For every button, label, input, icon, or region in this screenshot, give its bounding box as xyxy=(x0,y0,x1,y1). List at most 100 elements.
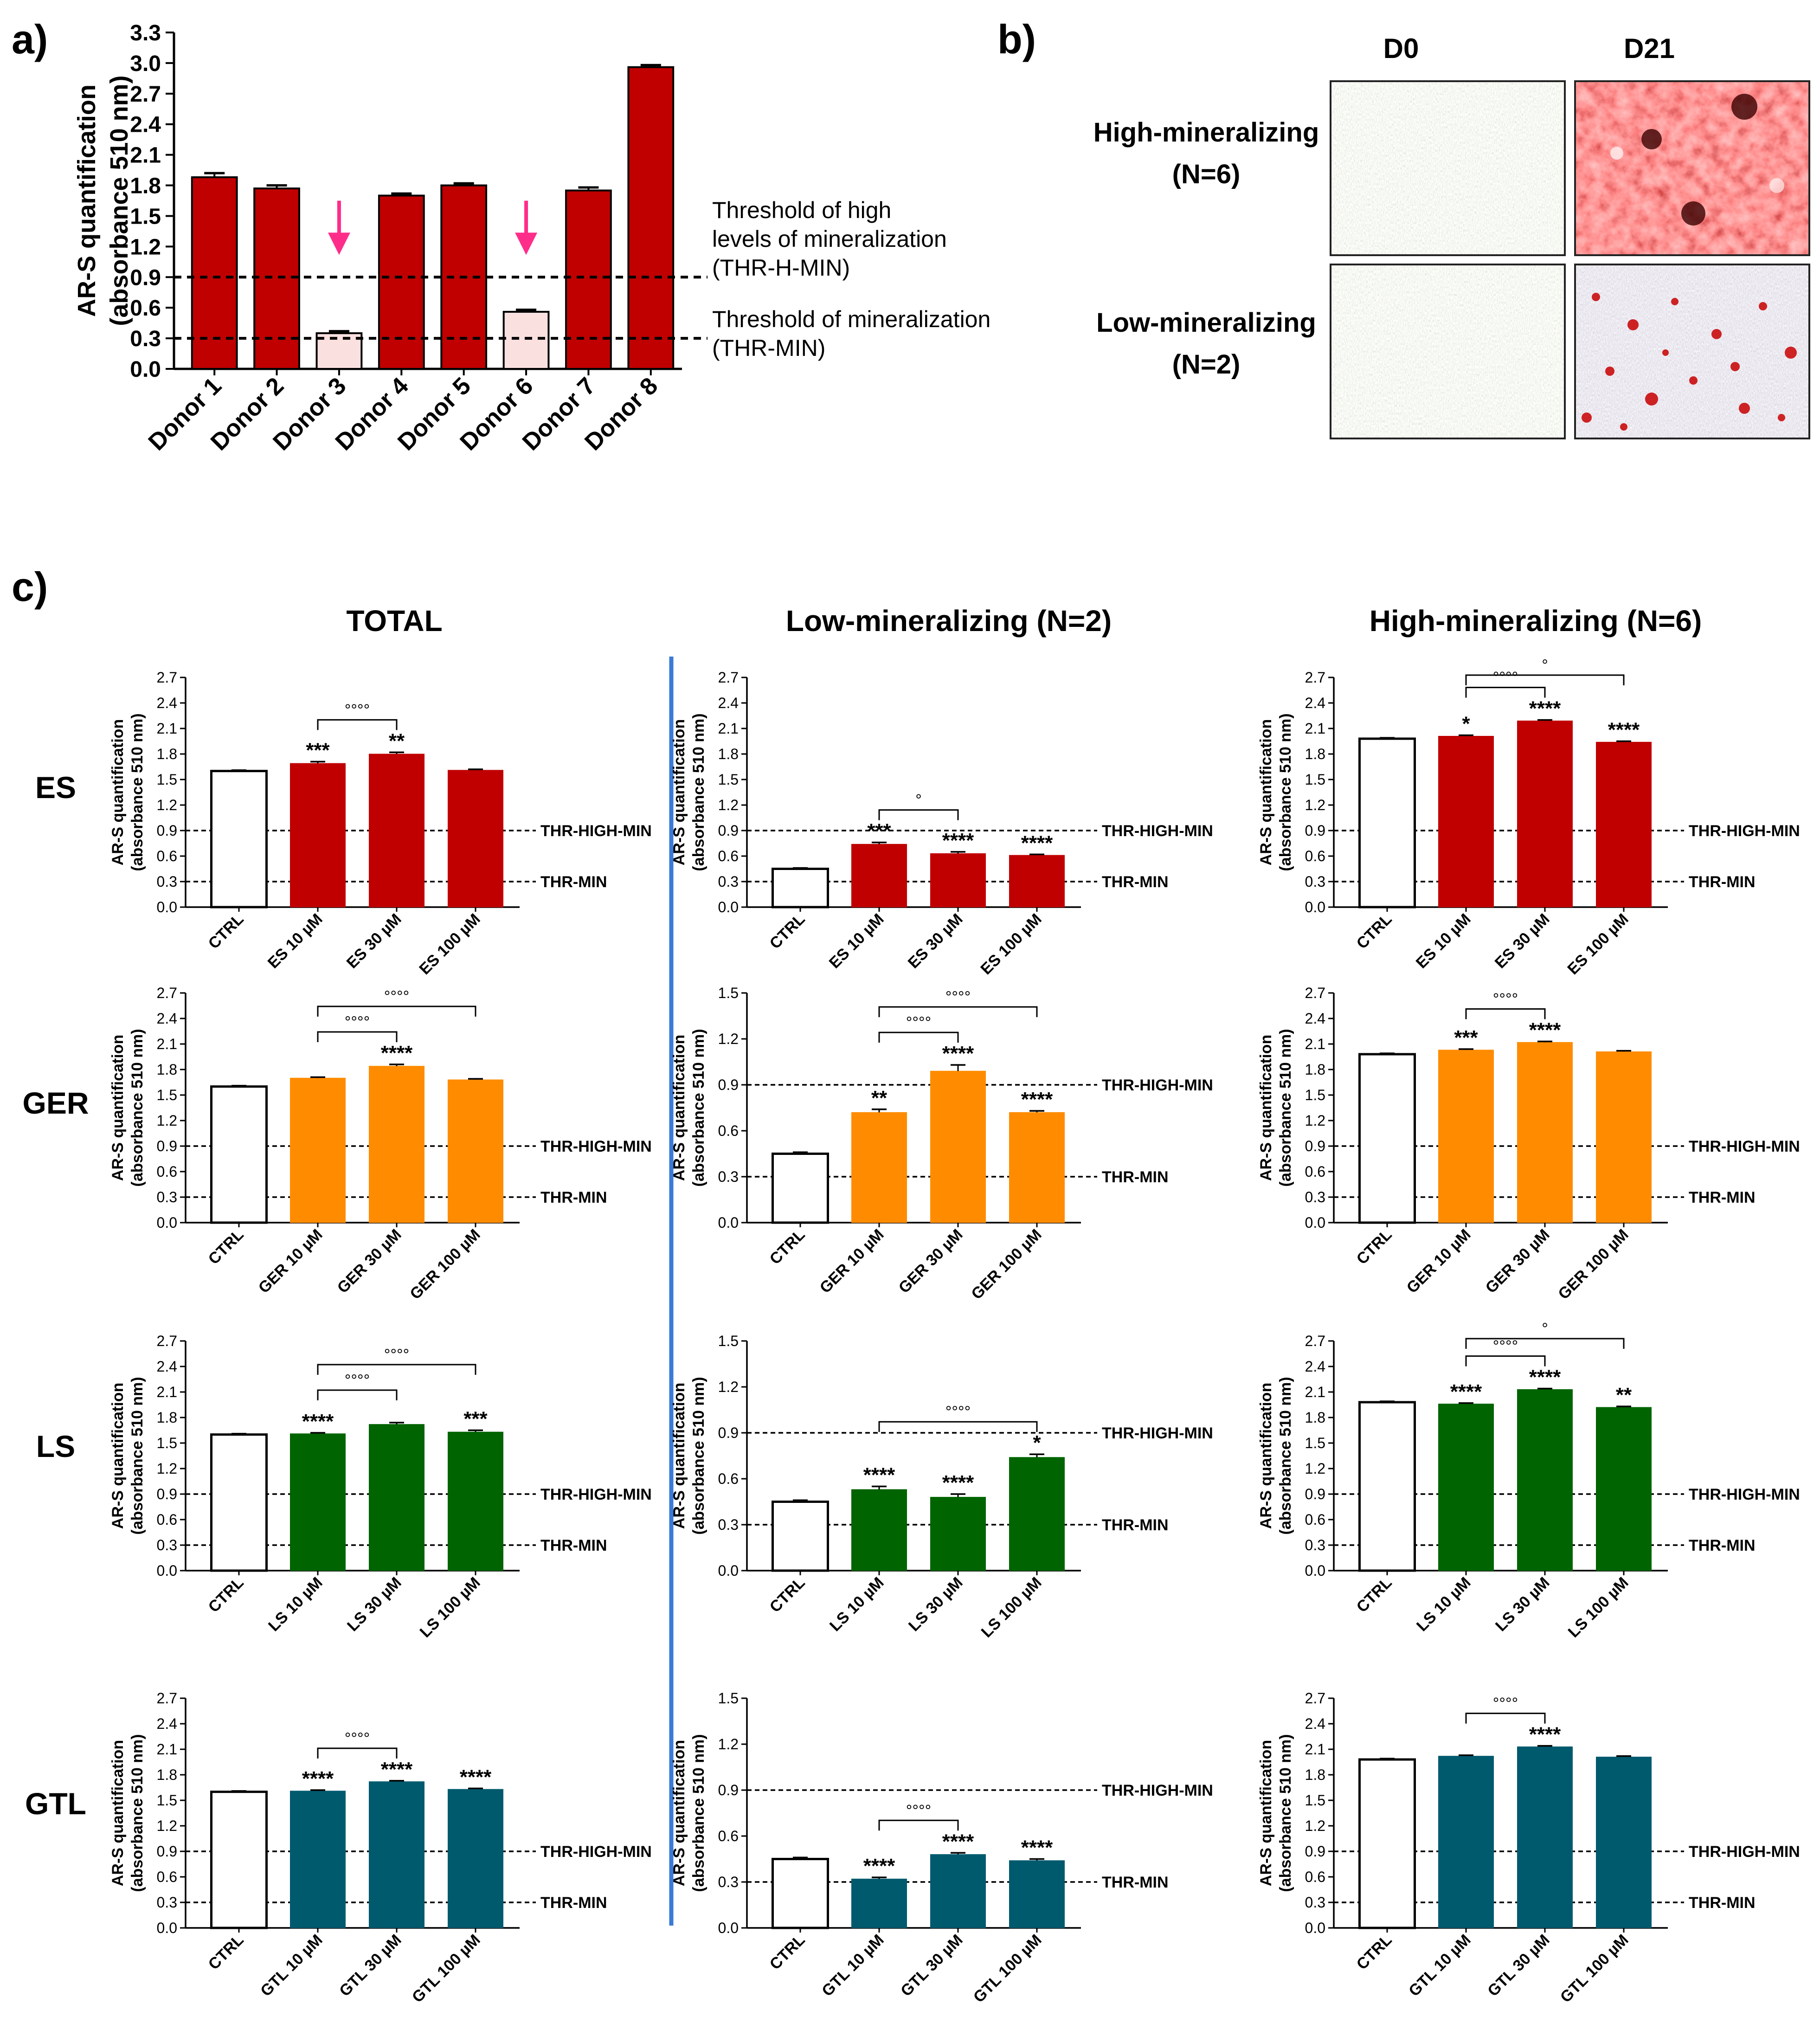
x-tick-label: CTRL xyxy=(766,1226,809,1268)
significance-bracket xyxy=(317,1031,398,1042)
significance-bracket xyxy=(878,1031,959,1043)
y-tick-label: 2.1 xyxy=(130,143,161,168)
x-tick-label-group: CTRL xyxy=(205,1931,247,1973)
bar xyxy=(1596,1407,1652,1571)
y-tick-label: 2.1 xyxy=(157,1741,177,1758)
x-tick-label: CTRL xyxy=(1353,1931,1396,1973)
y-tick-label: 0.0 xyxy=(1305,899,1325,915)
y-axis-title: AR-S quantification (absorbance 510 nm) xyxy=(1257,1029,1294,1186)
significance-stars: ** xyxy=(389,729,405,752)
y-tick-label: 1.5 xyxy=(157,1087,177,1103)
threshold-high-label: THR-HIGH-MIN xyxy=(1689,1843,1800,1861)
significance-label: °°°° xyxy=(345,1013,370,1031)
x-tick-label-group: GER 10 µM xyxy=(817,1226,887,1297)
significance-bracket xyxy=(1465,1338,1625,1349)
y-tick-label: 0.6 xyxy=(1305,848,1325,864)
y-tick-label: 1.8 xyxy=(1305,1061,1325,1078)
x-tick-label-group: ES 100 µM xyxy=(977,910,1045,978)
significance-bracket xyxy=(317,1364,476,1375)
y-tick-label: 0.6 xyxy=(157,848,177,864)
threshold-high-label: THR-HIGH-MIN xyxy=(1102,1424,1213,1442)
panel-a-chart: 0.0 0.3 0.6 0.9 1.2 1.5 1.8 2.1 2.4 2.7 3.0 3.3 AR-S… xyxy=(73,21,990,456)
threshold-high-label: THR-HIGH-MIN xyxy=(1102,1782,1213,1799)
chart-c-GER-high: 0.0 0.3 0.6 0.9 1.2 1.5 1.8 2.1 2.4 2.7 AR-S quant… xyxy=(1257,985,1800,1303)
x-tick-label-group: ES 30 µM xyxy=(1492,910,1553,972)
y-tick-label: 0.9 xyxy=(718,1076,739,1093)
x-tick-label-group: LS 100 µM xyxy=(1565,1574,1632,1641)
significance-bracket xyxy=(1465,1355,1546,1366)
x-tick-label: ES 10 µM xyxy=(264,910,326,972)
x-tick-label: GER 10 µM xyxy=(817,1226,887,1297)
x-tick-label: GTL 30 µM xyxy=(1484,1931,1553,2000)
x-tick-label: ES 100 µM xyxy=(1564,910,1632,978)
x-tick-label-group: GTL 100 µM xyxy=(1557,1931,1632,2006)
y-tick-label: 2.7 xyxy=(157,985,177,1001)
bar xyxy=(930,1497,986,1571)
significance-stars: ** xyxy=(1616,1384,1632,1406)
chart-c-LS-high: 0.0 0.3 0.6 0.9 1.2 1.5 1.8 2.1 2.4 2.7 AR-S quant… xyxy=(1257,1320,1800,1641)
y-tick-label: 0.3 xyxy=(157,1537,177,1553)
y-tick-label: 0.6 xyxy=(718,1122,739,1139)
threshold-min-label: THR-MIN xyxy=(540,1537,607,1554)
panel-c-charts: 0.0 0.3 0.6 0.9 1.2 1.5 1.8 2.1 2.4 2.7 AR-S quant… xyxy=(109,657,1800,2006)
x-tick-label-group: ES 30 µM xyxy=(343,910,405,972)
bar xyxy=(930,1854,986,1928)
x-tick-label: GER 10 µM xyxy=(1403,1226,1474,1297)
x-tick-label-group: LS 10 µM xyxy=(1413,1574,1474,1635)
chart-c-LS-total: 0.0 0.3 0.6 0.9 1.2 1.5 1.8 2.1 2.4 2.7 AR-S quant… xyxy=(109,1333,652,1641)
y-tick-label: 2.4 xyxy=(157,1358,177,1375)
y-tick-label: 2.7 xyxy=(1305,985,1325,1001)
x-tick-label: ES 100 µM xyxy=(977,910,1045,978)
bar xyxy=(1438,736,1494,908)
y-tick-label: 2.4 xyxy=(130,113,161,137)
chart-c-ES-high: 0.0 0.3 0.6 0.9 1.2 1.5 1.8 2.1 2.4 2.7 AR-S quant… xyxy=(1257,657,1800,978)
y-tick-label: 0.6 xyxy=(1305,1511,1325,1528)
y-tick-label: 1.5 xyxy=(1305,1435,1325,1451)
bar xyxy=(210,1791,268,1929)
chart-c-LS-low: 0.0 0.3 0.6 0.9 1.2 1.5 AR-S quantification (ab… xyxy=(670,1333,1213,1641)
threshold-min-label: THR-MIN xyxy=(1102,1874,1169,1891)
x-tick-label: ES 10 µM xyxy=(826,910,887,972)
y-axis-title-line2: (absorbance 510 nm) xyxy=(1277,1029,1294,1186)
bar xyxy=(1358,737,1416,909)
panel-b-micrographs: D0 D21 High-mineralizing (N=6) Low-miner… xyxy=(1093,33,1810,439)
y-tick-label: 0.3 xyxy=(157,1189,177,1205)
bar xyxy=(772,1153,829,1224)
y-tick-label: 2.7 xyxy=(130,82,161,107)
y-tick-label: 0.6 xyxy=(718,1828,739,1844)
chart-c-ES-low: 0.0 0.3 0.6 0.9 1.2 1.5 1.8 2.1 2.4 2.7 AR-S quant… xyxy=(670,669,1213,978)
x-tick-label-group: GER 30 µM xyxy=(334,1226,405,1297)
y-axis-title: AR-S quantification (absorbance 510 nm) xyxy=(670,713,707,871)
y-axis-title-line1: AR-S quantification xyxy=(73,84,101,317)
significance-label: °°°° xyxy=(945,1403,971,1421)
x-tick-label-group: GTL 10 µM xyxy=(818,1931,887,2000)
y-tick-label: 3.3 xyxy=(130,21,161,45)
x-tick-label-group: CTRL xyxy=(766,1931,809,1973)
significance-label: °°°° xyxy=(906,1014,931,1031)
y-tick-label: 1.2 xyxy=(1305,1817,1325,1834)
y-axis-title-line2: (absorbance 510 nm) xyxy=(690,1377,707,1534)
threshold-high-label: THR-HIGH-MIN xyxy=(540,1138,652,1155)
x-tick-label: LS 30 µM xyxy=(1492,1574,1553,1635)
y-tick-label: 1.5 xyxy=(1305,771,1325,788)
threshold-min-label-1: Threshold of mineralization xyxy=(712,306,990,332)
significance-bracket xyxy=(1465,687,1546,698)
y-tick-label: 1.8 xyxy=(1305,1766,1325,1783)
y-axis-title-line1: AR-S quantification xyxy=(109,1740,127,1886)
y-tick-label: 0.0 xyxy=(718,1920,739,1936)
significance-label: °°°° xyxy=(345,1372,370,1389)
y-tick-label: 2.7 xyxy=(157,669,177,686)
y-axis-title-line2: (absorbance 510 nm) xyxy=(1277,1734,1294,1892)
y-tick-label: 2.4 xyxy=(157,695,177,711)
y-tick-label: 2.1 xyxy=(1305,1036,1325,1052)
y-tick-label: 2.1 xyxy=(157,1036,177,1052)
y-axis-title: AR-S quantification (absorbance 510 nm) xyxy=(73,75,133,326)
x-tick-label-group: LS 30 µM xyxy=(905,1574,966,1635)
y-tick-label: 0.9 xyxy=(1305,1843,1325,1860)
threshold-high-label: THR-HIGH-MIN xyxy=(1689,822,1800,840)
bar xyxy=(1596,1757,1652,1928)
x-tick-label-group: ES 100 µM xyxy=(416,910,483,978)
bar xyxy=(772,1858,829,1929)
bar xyxy=(290,1433,346,1571)
x-tick-label: GER 100 µM xyxy=(1555,1226,1632,1303)
